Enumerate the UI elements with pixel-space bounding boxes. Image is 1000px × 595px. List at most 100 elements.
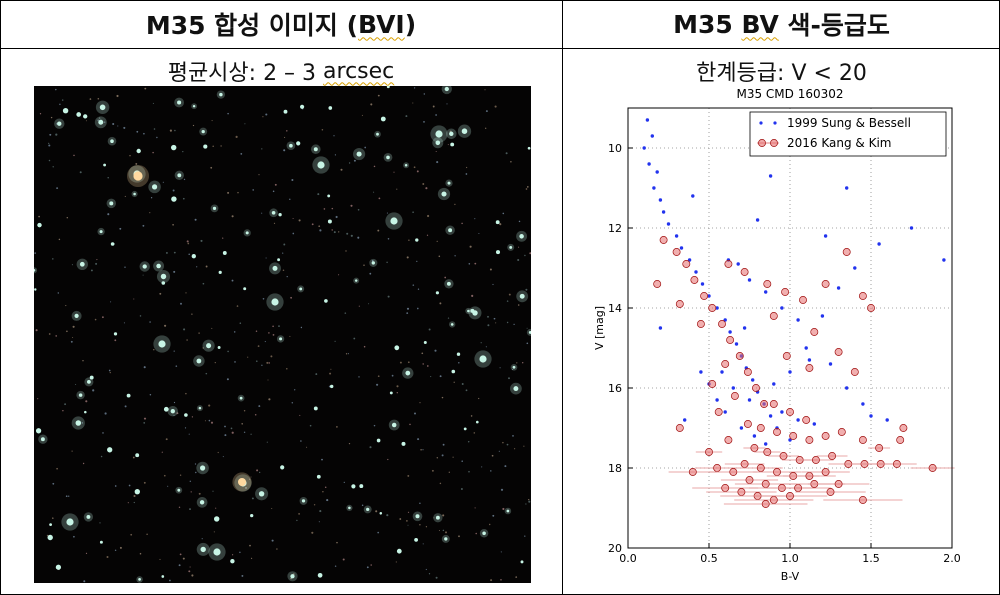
star [322,490,324,493]
star [192,124,195,127]
star [422,543,424,545]
star [71,264,73,266]
star [321,128,324,131]
data-point-sung-bessell [755,218,760,222]
star [124,195,126,197]
star [277,258,281,262]
star [453,381,455,383]
star [422,183,425,185]
star [271,298,279,306]
star [239,396,243,400]
data-point-kang-kim [842,248,851,256]
star [265,257,267,259]
star [205,372,208,375]
star [139,552,142,555]
legend-marker-red-1 [758,139,766,147]
data-point-sung-bessell [768,414,773,418]
star [451,369,456,374]
star [353,159,356,162]
star [170,409,175,414]
star [439,302,442,305]
star [174,129,176,132]
data-point-sung-bessell [796,418,800,422]
star [230,427,233,430]
star [78,393,83,397]
star [473,432,476,434]
star [435,150,437,153]
star [215,507,217,509]
star [52,166,54,168]
star [329,372,332,375]
star [444,86,449,92]
star [85,552,88,555]
star [139,315,142,317]
star [519,293,525,299]
left-title-suffix: ) [404,9,417,39]
star [73,154,75,157]
star [358,305,360,307]
star [201,538,203,540]
star [441,454,444,457]
star [165,438,168,441]
y-axis-label: V [mag] [593,306,606,350]
star [261,148,263,150]
data-point-kang-kim [713,464,722,472]
x-tick-label: 0.5 [700,552,718,565]
star [456,352,461,356]
star [502,507,505,511]
star [35,428,42,434]
data-point-sung-bessell [807,358,812,362]
star [143,366,146,369]
data-point-sung-bessell [909,226,914,230]
data-point-sung-bessell [694,270,698,274]
star [524,254,526,257]
star [262,116,264,118]
data-point-kang-kim [794,484,803,492]
data-point-kang-kim [821,432,830,440]
star [518,220,521,223]
star [182,197,185,200]
star [368,303,370,305]
star [108,369,111,372]
star [334,154,336,156]
data-point-kang-kim [810,328,819,336]
data-point-kang-kim [675,300,684,308]
chart-title: M35 CMD 160302 [736,87,843,101]
star [376,438,381,443]
star [243,287,247,291]
data-point-kang-kim [805,364,814,372]
star [266,361,269,364]
star [272,265,278,271]
star [510,160,512,163]
star [48,142,50,145]
star [529,252,531,255]
star [188,433,190,435]
star [454,255,456,257]
data-point-kang-kim [737,488,746,496]
star [407,474,410,477]
data-point-sung-bessell [700,282,705,286]
star [520,560,524,564]
data-point-kang-kim [821,280,830,288]
star [48,159,51,162]
star [329,384,334,389]
star [444,276,447,279]
data-point-sung-bessell [728,330,732,334]
star [317,161,325,169]
star [133,501,135,504]
star [286,367,288,370]
star [517,304,520,306]
star [478,397,480,400]
star [167,485,169,487]
star [182,557,185,560]
star [205,265,208,268]
star-glow [34,267,38,274]
data-point-sung-bessell [804,346,808,350]
star [163,406,169,412]
star [469,245,472,248]
data-point-sung-bessell [751,378,755,382]
star [419,524,421,526]
star [526,186,529,188]
grid [628,108,952,548]
data-point-kang-kim [773,468,781,476]
